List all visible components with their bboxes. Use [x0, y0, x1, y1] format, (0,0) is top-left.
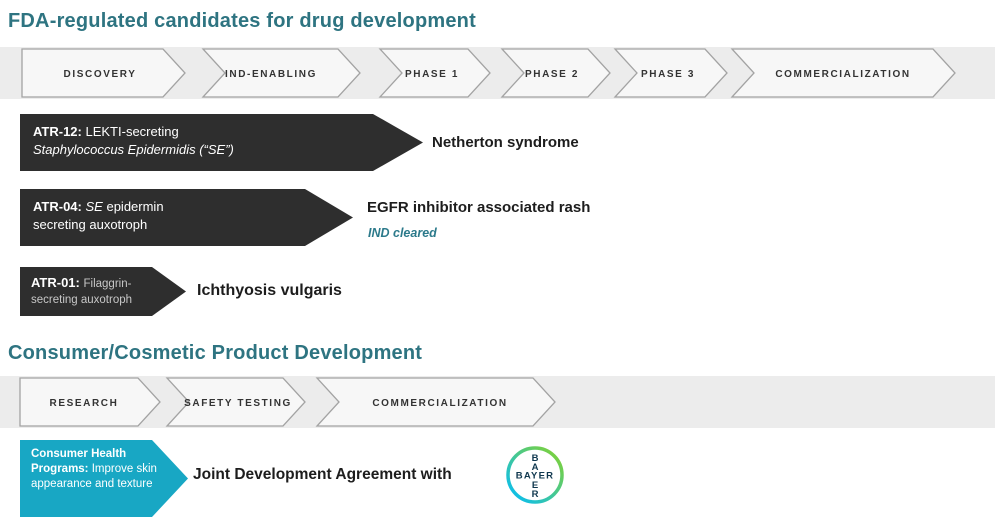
- candidate-arrow-atr04: ATR-04: SE epidermin secreting auxotroph: [20, 189, 353, 246]
- section1-phase-band: DISCOVERY IND-ENABLING PHASE 1 PHASE 2 P…: [0, 47, 995, 99]
- chevron-research: [19, 377, 161, 427]
- candidate-arrow-atr01: ATR-01: Filaggrin- secreting auxotroph: [20, 267, 186, 316]
- atr12-line2: Staphylococcus Epidermidis (“SE”): [33, 142, 234, 158]
- chevron-phase3-label: PHASE 3: [641, 69, 695, 80]
- section2-title: Consumer/Cosmetic Product Development: [8, 342, 423, 364]
- bayer-ring: [506, 446, 564, 504]
- chevron-phase1-label: PHASE 1: [405, 69, 459, 80]
- chevron-ind-enabling: [201, 48, 361, 98]
- bayer-letter-e: E: [532, 480, 538, 491]
- bayer-letter-a: A: [532, 462, 539, 473]
- chevron-research-label: RESEARCH: [50, 398, 119, 409]
- indication-netherton: Netherton syndrome: [432, 134, 579, 151]
- atr04-line2: secreting auxotroph: [33, 217, 148, 233]
- chevron-discovery: [21, 48, 186, 98]
- chevron-commercialization-2-label: COMMERCIALIZATION: [372, 398, 507, 409]
- chevron-commercialization-label: COMMERCIALIZATION: [775, 69, 910, 80]
- chevron-phase1: [378, 48, 491, 98]
- atr04-line1: ATR-04: SE epidermin: [33, 199, 164, 214]
- chevron-safety-testing: [165, 377, 306, 427]
- bayer-letter-r: R: [532, 489, 539, 500]
- atr01-line2: secreting auxotroph: [31, 293, 133, 306]
- chevron-phase3: [613, 48, 728, 98]
- bayer-logo: BAYER B A E R: [506, 446, 564, 504]
- consumer-health-text: Consumer Health Programs: Improve skin a…: [31, 448, 157, 490]
- indication-egfr-rash: EGFR inhibitor associated rash: [367, 199, 591, 216]
- status-ind-cleared: IND cleared: [368, 226, 437, 240]
- consumer-health-arrow: Consumer Health Programs: Improve skin a…: [20, 440, 188, 517]
- chevron-commercialization-2: [315, 377, 556, 427]
- candidate-arrow-atr12: ATR-12: LEKTI-secreting Staphylococcus E…: [20, 114, 423, 171]
- chevron-safety-testing-label: SAFETY TESTING: [184, 398, 292, 409]
- section2-phase-band: RESEARCH SAFETY TESTING COMMERCIALIZATIO…: [0, 376, 995, 428]
- bayer-word-horizontal: BAYER: [516, 471, 554, 482]
- partnership-label: Joint Development Agreement with: [193, 466, 452, 483]
- chevron-discovery-label: DISCOVERY: [64, 69, 137, 80]
- chevron-phase2: [500, 48, 611, 98]
- indication-ichthyosis: Ichthyosis vulgaris: [197, 282, 342, 299]
- section1-title: FDA-regulated candidates for drug develo…: [8, 10, 476, 32]
- section1-phase-chevrons: DISCOVERY IND-ENABLING PHASE 1 PHASE 2 P…: [21, 48, 956, 98]
- chevron-commercialization: [730, 48, 956, 98]
- chevron-ind-enabling-label: IND-ENABLING: [225, 69, 317, 80]
- bayer-letter-b: B: [532, 453, 539, 464]
- atr12-line1: ATR-12: LEKTI-secreting: [33, 124, 179, 139]
- chevron-phase2-label: PHASE 2: [525, 69, 579, 80]
- section2-phase-chevrons: RESEARCH SAFETY TESTING COMMERCIALIZATIO…: [19, 377, 556, 427]
- atr01-line1: ATR-01: Filaggrin-: [31, 275, 132, 290]
